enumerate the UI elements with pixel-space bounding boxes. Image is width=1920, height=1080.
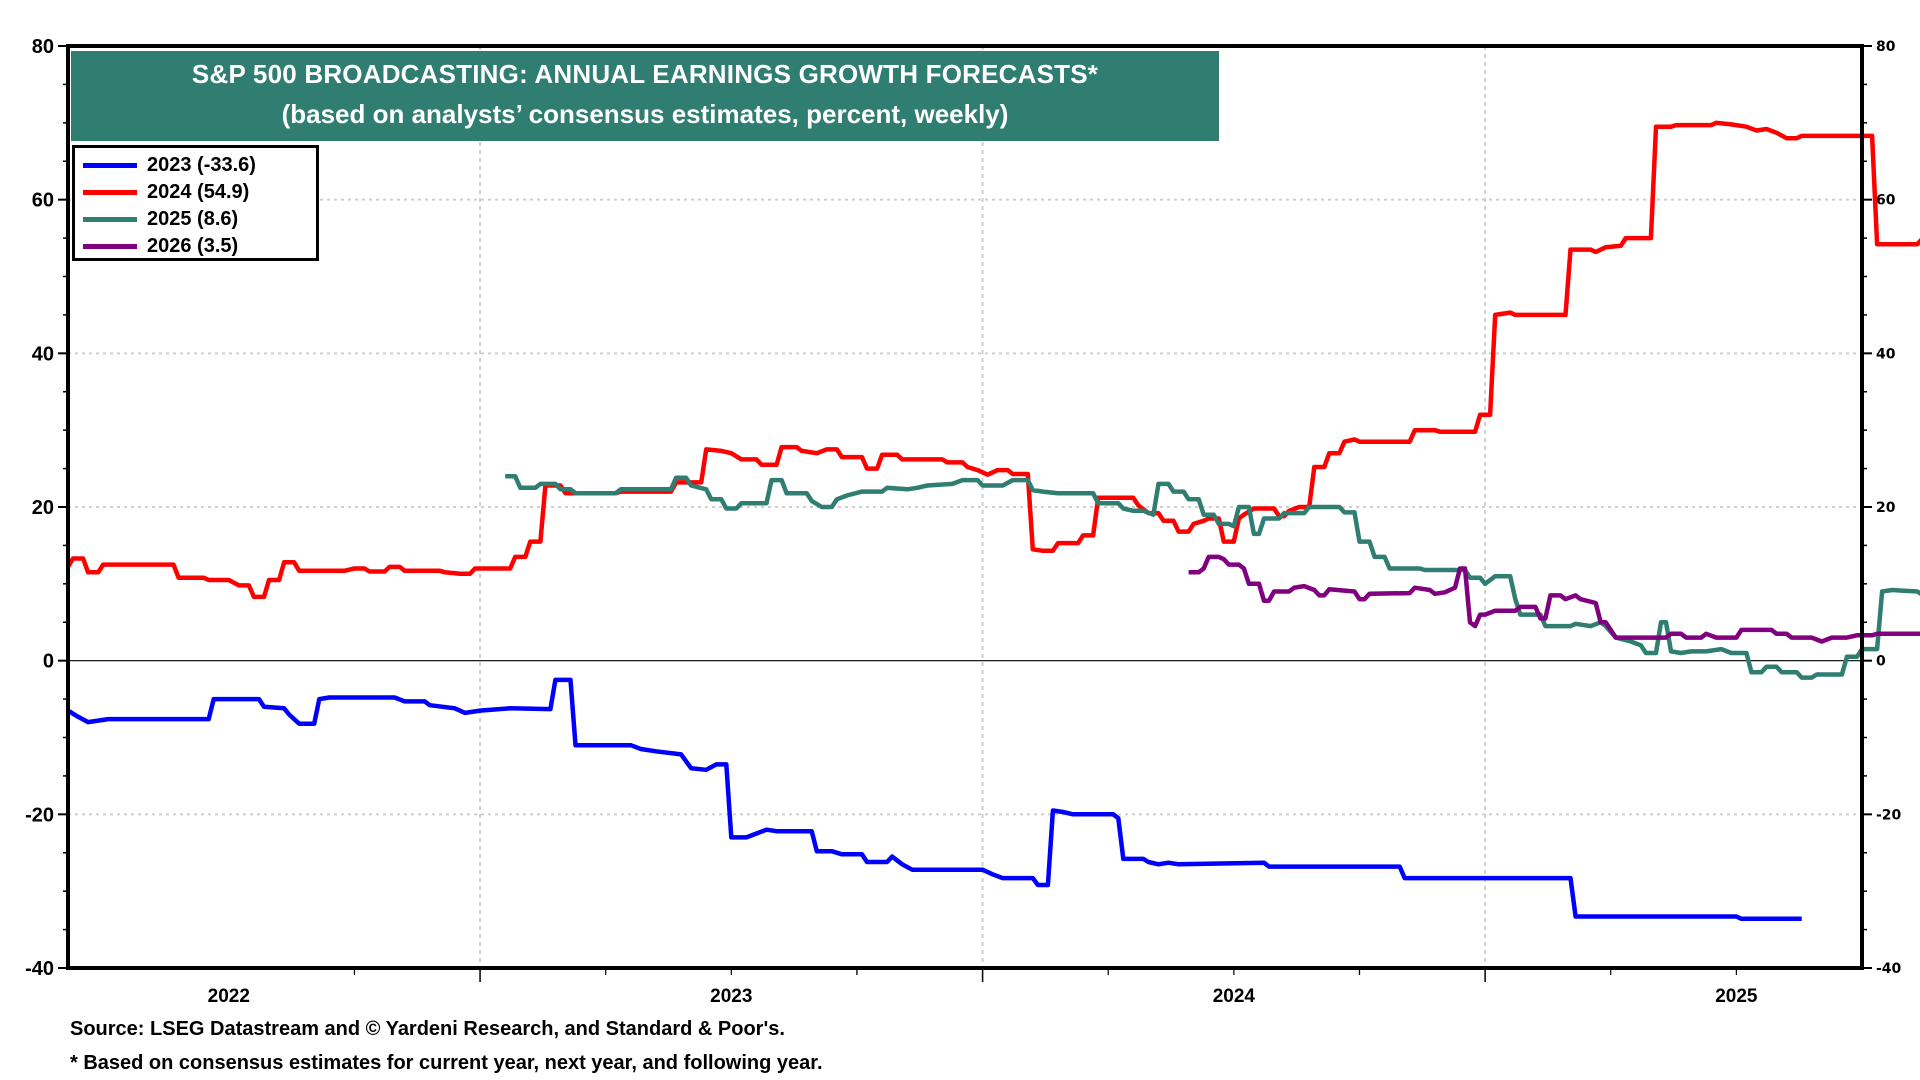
xtick-label-2024: 2024 — [1213, 986, 1256, 1007]
source-note: Source: LSEG Datastream and © Yardeni Re… — [70, 1018, 785, 1040]
series-line-2025 — [505, 474, 1920, 680]
legend-label: 2025 (8.6) — [147, 208, 239, 230]
footnote: * Based on consensus estimates for curre… — [70, 1052, 823, 1074]
legend-item-2025: 2025 (8.6) — [75, 206, 316, 233]
series-lines — [66, 120, 1920, 922]
legend-label: 2023 (-33.6) — [147, 154, 256, 176]
legend-swatch — [83, 244, 137, 249]
xtick-label-2025: 2025 — [1715, 986, 1758, 1007]
xtick-label-2022: 2022 — [208, 986, 250, 1007]
legend-item-2026: 2026 (3.5) — [75, 233, 316, 260]
ytick-label-right: -40 — [1876, 961, 1902, 977]
ytick-label-left: -40 — [25, 958, 54, 980]
legend-item-2023: 2023 (-33.6) — [75, 152, 316, 179]
legend-swatch — [83, 217, 137, 222]
ytick-label-right: 0 — [1876, 654, 1886, 670]
legend-swatch — [83, 163, 137, 168]
ytick-label-left: 60 — [32, 190, 54, 212]
ytick-label-right: -20 — [1876, 807, 1902, 823]
legend-label: 2026 (3.5) — [147, 235, 239, 257]
ytick-label-right: 40 — [1876, 346, 1896, 362]
ytick-label-right: 60 — [1876, 193, 1896, 209]
grid — [68, 46, 1862, 968]
ytick-label-left: 20 — [32, 497, 54, 519]
legend-item-2024: 2024 (54.9) — [75, 179, 316, 206]
series-line-2024 — [66, 120, 1920, 600]
ytick-label-right: 80 — [1876, 39, 1896, 55]
ytick-label-left: 40 — [32, 343, 54, 365]
legend-label: 2024 (54.9) — [147, 181, 250, 203]
xtick-label-2023: 2023 — [710, 986, 752, 1007]
ytick-label-left: 0 — [43, 651, 54, 673]
series-line-2023 — [66, 677, 1802, 922]
chart-title-box: S&P 500 BROADCASTING: ANNUAL EARNINGS GR… — [71, 51, 1219, 141]
axes: 80 60 40 20 0 -20 -40 80 60 40 20 0 -20 -40 2022 2023 20… — [25, 36, 1901, 1007]
ytick-label-left: -20 — [25, 804, 54, 826]
chart-subtitle: (based on analysts’ consensus estimates,… — [281, 99, 1009, 129]
legend: 2023 (-33.6) 2024 (54.9) 2025 (8.6) 2026… — [72, 145, 319, 261]
ytick-label-right: 20 — [1876, 500, 1896, 516]
ytick-label-left: 80 — [32, 36, 54, 58]
chart-title: S&P 500 BROADCASTING: ANNUAL EARNINGS GR… — [191, 59, 1099, 89]
legend-swatch — [83, 190, 137, 195]
series-line-2026 — [1188, 554, 1920, 644]
